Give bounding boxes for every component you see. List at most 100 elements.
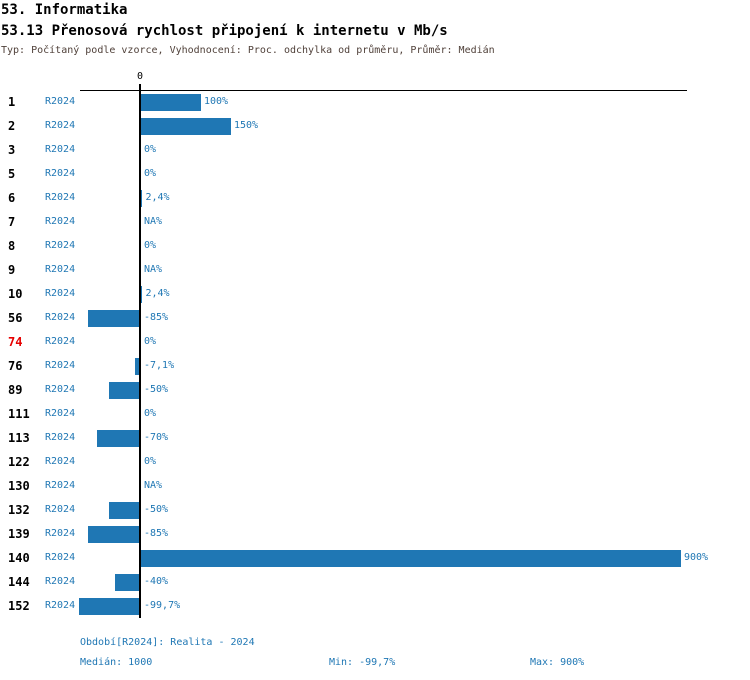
bar [141, 550, 681, 567]
axis-zero-line [139, 84, 141, 618]
bar-value-label: -85% [144, 312, 169, 323]
row-id-label: 113 [8, 431, 30, 445]
row-id-label: 76 [8, 359, 23, 373]
bar [141, 286, 143, 303]
row-id-label: 9 [8, 263, 16, 277]
row-id-label: 10 [8, 287, 23, 301]
chart-row: 139 R2024 -85% [0, 522, 750, 546]
footer-period-info: Období[R2024]: Realita - 2024 [80, 637, 255, 648]
bar-value-label: 0% [144, 144, 157, 155]
chart-row: 5 R2024 0% [0, 162, 750, 186]
row-id-label: 122 [8, 455, 30, 469]
chart-row: 1 R2024 100% [0, 90, 750, 114]
bar-value-label: -7,1% [144, 360, 175, 371]
footer-median: Medián: 1000 [80, 657, 153, 668]
row-period-label: R2024 [45, 360, 76, 371]
row-id-label: 8 [8, 239, 16, 253]
page-title: 53. Informatika [1, 2, 128, 18]
bar-value-label: 2,4% [145, 288, 170, 299]
row-id-label: 89 [8, 383, 23, 397]
chart-row: 9 R2024 NA% [0, 258, 750, 282]
chart-row: 113 R2024 -70% [0, 426, 750, 450]
bar-value-label: NA% [144, 216, 163, 227]
row-period-label: R2024 [45, 384, 76, 395]
bar-value-label: -99,7% [144, 600, 181, 611]
bar-value-label: 900% [684, 552, 709, 563]
bar-value-label: -40% [144, 576, 169, 587]
bar [109, 502, 139, 519]
bar-value-label: 100% [204, 96, 229, 107]
bar-value-label: 0% [144, 408, 157, 419]
chart-row: 56 R2024 -85% [0, 306, 750, 330]
row-id-label: 1 [8, 95, 16, 109]
bar-value-label: 2,4% [145, 192, 170, 203]
row-period-label: R2024 [45, 528, 76, 539]
row-period-label: R2024 [45, 336, 76, 347]
row-id-label: 111 [8, 407, 30, 421]
row-period-label: R2024 [45, 552, 76, 563]
row-id-label: 5 [8, 167, 16, 181]
chart-row: 10 R2024 2,4% [0, 282, 750, 306]
row-id-label: 74 [8, 335, 23, 349]
bar [141, 190, 143, 207]
chart-row: 130 R2024 NA% [0, 474, 750, 498]
row-period-label: R2024 [45, 216, 76, 227]
bar [88, 526, 139, 543]
chart-row: 76 R2024 -7,1% [0, 354, 750, 378]
row-id-label: 132 [8, 503, 30, 517]
chart-title: 53.13 Přenosová rychlost připojení k int… [1, 23, 448, 39]
chart-row: 152 R2024 -99,7% [0, 594, 750, 618]
bar-value-label: 0% [144, 168, 157, 179]
row-period-label: R2024 [45, 600, 76, 611]
row-id-label: 7 [8, 215, 16, 229]
footer-max: Max: 900% [530, 657, 585, 668]
bar-value-label: 150% [234, 120, 259, 131]
row-id-label: 3 [8, 143, 16, 157]
footer-min: Min: -99,7% [329, 657, 396, 668]
chart-row: 140 R2024 900% [0, 546, 750, 570]
row-id-label: 6 [8, 191, 16, 205]
bar [88, 310, 139, 327]
row-period-label: R2024 [45, 288, 76, 299]
bar-value-label: 0% [144, 456, 157, 467]
bar-value-label: -85% [144, 528, 169, 539]
row-id-label: 152 [8, 599, 30, 613]
axis-zero-label: 0 [136, 71, 144, 82]
chart-row: 8 R2024 0% [0, 234, 750, 258]
row-id-label: 139 [8, 527, 30, 541]
row-period-label: R2024 [45, 168, 76, 179]
row-id-label: 140 [8, 551, 30, 565]
bar [115, 574, 139, 591]
chart-row: 111 R2024 0% [0, 402, 750, 426]
chart-row: 74 R2024 0% [0, 330, 750, 354]
bar [141, 94, 201, 111]
row-period-label: R2024 [45, 96, 76, 107]
row-period-label: R2024 [45, 480, 76, 491]
row-id-label: 130 [8, 479, 30, 493]
row-id-label: 56 [8, 311, 23, 325]
row-id-label: 144 [8, 575, 30, 589]
row-period-label: R2024 [45, 264, 76, 275]
chart-row: 122 R2024 0% [0, 450, 750, 474]
bar-value-label: -70% [144, 432, 169, 443]
bar-value-label: -50% [144, 504, 169, 515]
row-period-label: R2024 [45, 432, 76, 443]
chart-row: 3 R2024 0% [0, 138, 750, 162]
bar-value-label: 0% [144, 336, 157, 347]
chart-row: 144 R2024 -40% [0, 570, 750, 594]
chart-meta-info: Typ: Počítaný podle vzorce, Vyhodnocení:… [1, 45, 495, 56]
bar [134, 358, 139, 375]
row-period-label: R2024 [45, 504, 76, 515]
row-period-label: R2024 [45, 576, 76, 587]
row-period-label: R2024 [45, 144, 76, 155]
row-period-label: R2024 [45, 456, 76, 467]
bar [79, 598, 139, 615]
chart-row: 132 R2024 -50% [0, 498, 750, 522]
row-period-label: R2024 [45, 312, 76, 323]
bar-value-label: -50% [144, 384, 169, 395]
bar-value-label: NA% [144, 480, 163, 491]
axis-line-horizontal [80, 90, 687, 91]
row-period-label: R2024 [45, 120, 76, 131]
row-period-label: R2024 [45, 408, 76, 419]
